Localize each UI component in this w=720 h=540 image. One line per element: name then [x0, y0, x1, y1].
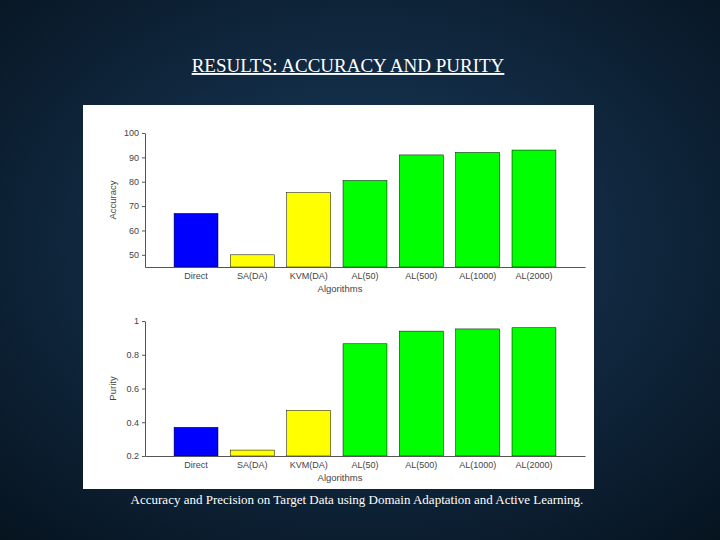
bar	[287, 410, 331, 456]
x-tick-label: AL(1000)	[459, 460, 496, 470]
x-axis-title: Algorithms	[318, 472, 363, 483]
bar	[512, 150, 556, 267]
y-tick-mark	[142, 255, 145, 256]
y-tick-mark	[142, 206, 145, 207]
x-tick-label: AL(50)	[351, 271, 378, 281]
y-tick: 100	[124, 128, 145, 138]
y-tick-label: 1	[134, 316, 139, 326]
x-tick: AL(1000)	[459, 267, 496, 281]
x-tick-label: SA(DA)	[237, 460, 268, 470]
x-tick: Direct	[184, 456, 208, 470]
bar	[230, 450, 274, 456]
background	[0, 0, 720, 540]
y-tick-mark	[142, 321, 145, 322]
x-axis: Direct SA(DA) KVM(DA) AL(50) AL(500) AL(1000)…	[146, 456, 586, 470]
x-tick: SA(DA)	[237, 456, 268, 470]
y-axis-line	[145, 322, 146, 457]
bar	[174, 427, 218, 456]
bars	[174, 150, 556, 267]
x-tick-label: SA(DA)	[237, 271, 268, 281]
caption: Accuracy and Precision on Target Data us…	[131, 492, 584, 507]
bar	[343, 344, 387, 456]
y-tick-label: 100	[124, 128, 139, 138]
y-tick-mark	[142, 182, 145, 183]
x-tick: AL(50)	[351, 267, 378, 281]
bar	[456, 152, 500, 267]
x-tick: AL(2000)	[515, 267, 552, 281]
y-tick: 70	[129, 201, 145, 211]
y-tick-mark	[142, 422, 145, 423]
bar	[399, 155, 443, 267]
y-tick-label: 50	[129, 250, 139, 260]
y-tick-label: 0.4	[126, 418, 139, 428]
y-tick-mark	[142, 230, 145, 231]
y-tick-label: 0.8	[126, 350, 139, 360]
chart: 0.2 0.4 0.6 0.8 1 Direct SA(DA) KVM(DA) AL(50) AL…	[107, 316, 586, 483]
x-tick: AL(500)	[405, 267, 437, 281]
bar	[512, 328, 556, 456]
slide: RESULTS: ACCURACY AND PURITY Accuracy and…	[0, 0, 720, 540]
x-tick-label: Direct	[184, 271, 208, 281]
y-tick-label: 60	[129, 226, 139, 236]
x-tick: AL(500)	[405, 456, 437, 470]
bar	[399, 331, 443, 456]
x-tick: SA(DA)	[237, 267, 268, 281]
y-tick-label: 80	[129, 177, 139, 187]
x-tick: AL(1000)	[459, 456, 496, 470]
x-axis: Direct SA(DA) KVM(DA) AL(50) AL(500) AL(1000)…	[146, 267, 586, 281]
x-tick-label: Direct	[184, 460, 208, 470]
y-tick: 50	[129, 250, 145, 260]
y-tick-mark	[142, 355, 145, 356]
bar	[230, 255, 274, 267]
bars	[174, 328, 556, 456]
y-axis-title: Accuracy	[107, 180, 118, 219]
bar	[456, 329, 500, 456]
x-tick-label: AL(50)	[351, 460, 378, 470]
y-tick-label: 0.6	[126, 384, 139, 394]
y-tick-mark	[142, 389, 145, 390]
x-tick-label: AL(1000)	[459, 271, 496, 281]
y-tick: 0.6	[126, 384, 145, 394]
x-tick-label: KVM(DA)	[290, 271, 328, 281]
y-axis: 50 60 70 80 90 100	[124, 128, 146, 267]
x-tick: AL(50)	[351, 456, 378, 470]
y-tick-label: 90	[129, 153, 139, 163]
y-tick: 90	[129, 153, 145, 163]
y-tick-mark	[142, 133, 145, 134]
x-tick-label: AL(500)	[405, 460, 437, 470]
x-axis-title: Algorithms	[318, 283, 363, 294]
y-axis-line	[145, 134, 146, 268]
x-tick-label: KVM(DA)	[290, 460, 328, 470]
x-tick-label: AL(500)	[405, 271, 437, 281]
y-tick: 0.2	[126, 451, 145, 461]
slide-title: RESULTS: ACCURACY AND PURITY	[192, 55, 505, 76]
y-tick-mark	[142, 456, 145, 457]
chart-panel	[83, 105, 594, 489]
y-tick: 0.8	[126, 350, 145, 360]
x-tick-label: AL(2000)	[515, 271, 552, 281]
y-axis-title: Purity	[107, 376, 118, 401]
chart: 50 60 70 80 90 100 Direct SA(DA) KVM(DA) AL(50) AL…	[107, 128, 586, 294]
bar	[287, 193, 331, 267]
x-tick: KVM(DA)	[290, 456, 328, 470]
y-tick: 60	[129, 226, 145, 236]
bar	[343, 181, 387, 267]
y-tick: 0.4	[126, 418, 145, 428]
bar	[174, 213, 218, 267]
x-tick-label: AL(2000)	[515, 460, 552, 470]
x-axis-line	[146, 267, 586, 268]
x-tick: AL(2000)	[515, 456, 552, 470]
x-axis-line	[146, 456, 586, 457]
y-tick-label: 70	[129, 201, 139, 211]
x-tick: KVM(DA)	[290, 267, 328, 281]
x-tick: Direct	[184, 267, 208, 281]
y-tick: 80	[129, 177, 145, 187]
y-tick-label: 0.2	[126, 451, 139, 461]
y-axis: 0.2 0.4 0.6 0.8 1	[126, 316, 145, 461]
y-tick-mark	[142, 157, 145, 158]
y-tick: 1	[134, 316, 145, 326]
